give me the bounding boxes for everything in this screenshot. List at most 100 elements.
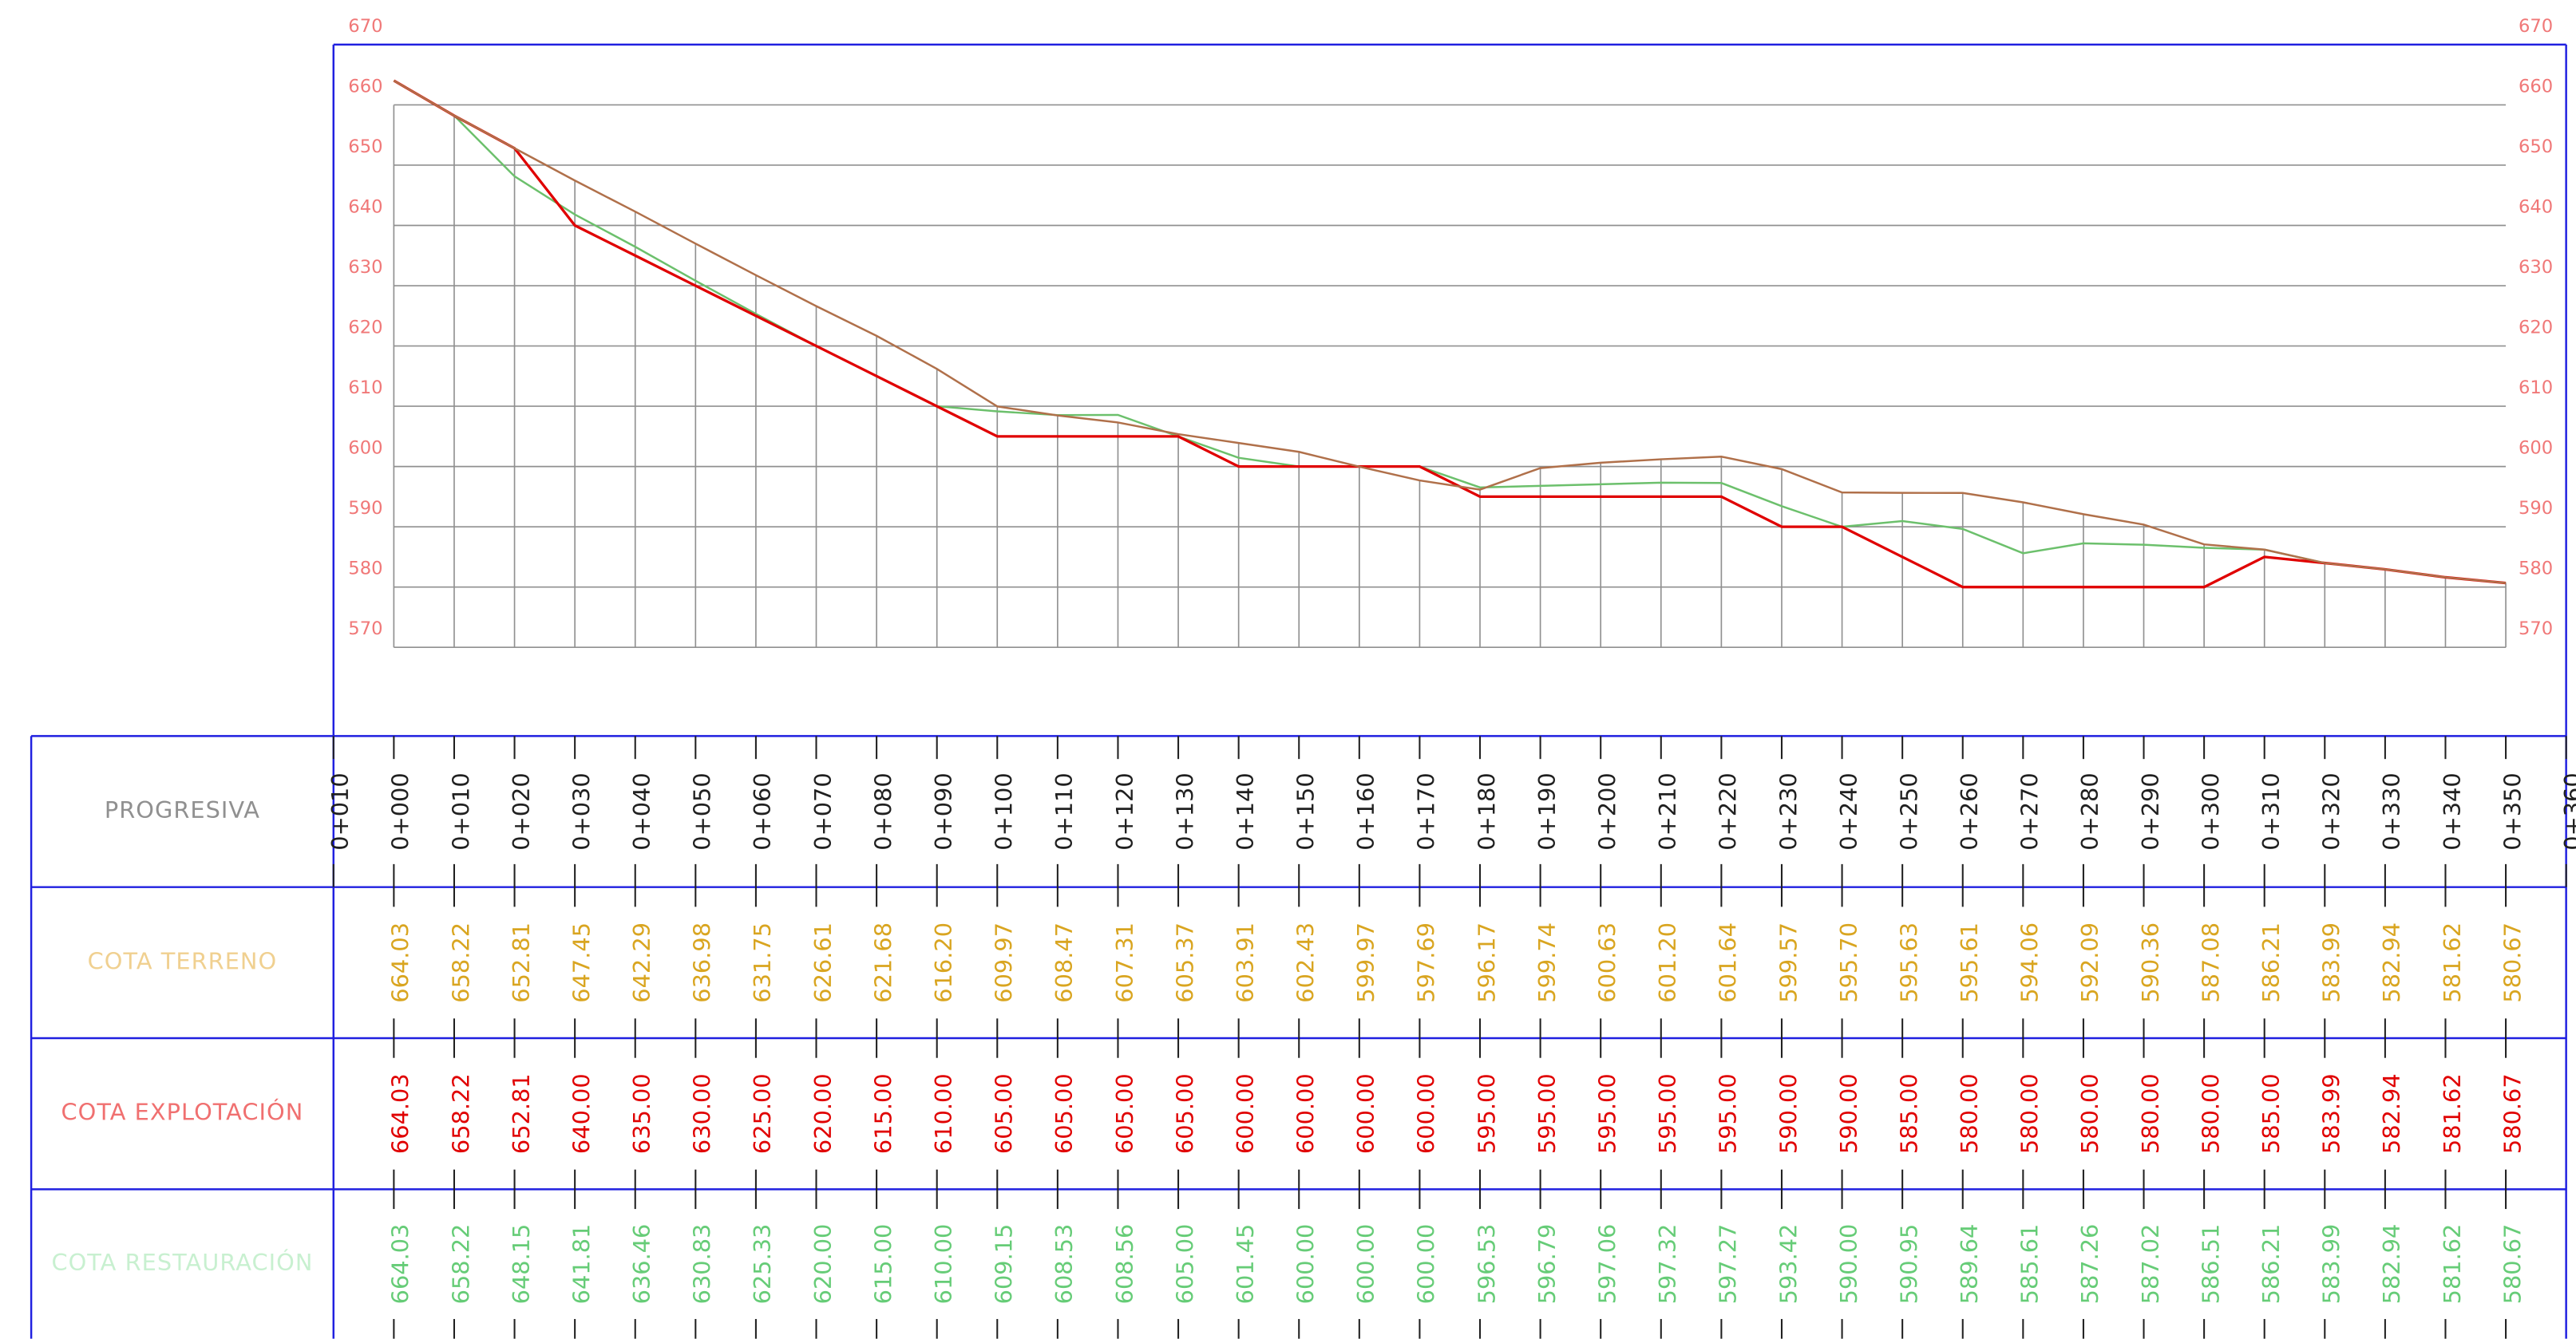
value-label: 608.53: [1051, 1224, 1078, 1305]
value-label: 605.37: [1171, 922, 1198, 1003]
value-label: 581.62: [2439, 1073, 2466, 1154]
y-tick-label: 660: [2519, 76, 2553, 97]
x-tick-label: 0+080: [869, 772, 896, 850]
value-label: 582.94: [2378, 922, 2405, 1003]
value-label: 630.00: [689, 1073, 716, 1154]
value-label: 605.00: [1051, 1073, 1078, 1154]
value-label: 585.61: [2016, 1224, 2044, 1305]
value-label: 587.08: [2197, 922, 2224, 1003]
y-tick-label: 610: [2519, 377, 2553, 398]
value-label: 590.36: [2137, 922, 2164, 1003]
x-tick-label: 0+190: [1533, 772, 1561, 850]
value-label: 658.22: [447, 1073, 474, 1154]
x-tick-label: 0+350: [2499, 772, 2526, 850]
value-label: 594.06: [2016, 922, 2044, 1003]
x-tick-label: 0+120: [1111, 772, 1138, 850]
row-label: COTA RESTAURACIÓN: [51, 1249, 313, 1276]
row-label: PROGRESIVA: [105, 796, 260, 824]
value-label: 610.00: [930, 1073, 957, 1154]
x-tick-label: 0+050: [689, 772, 716, 850]
value-label: 586.21: [2257, 922, 2285, 1003]
value-label: 596.53: [1473, 1224, 1500, 1305]
row-label: COTA EXPLOTACIÓN: [61, 1099, 304, 1126]
value-label: 625.00: [749, 1073, 776, 1154]
value-label: 615.00: [869, 1073, 896, 1154]
x-tick-label: 0+030: [568, 772, 595, 850]
y-tick-label: 670: [2519, 16, 2553, 37]
value-label: 580.00: [2197, 1073, 2224, 1154]
value-label: 635.00: [628, 1073, 655, 1154]
value-label: 616.20: [930, 922, 957, 1003]
value-label: 597.32: [1654, 1224, 1681, 1305]
value-label: 585.00: [2257, 1073, 2285, 1154]
value-label: 595.00: [1715, 1073, 1742, 1154]
x-tick-label: 0+170: [1413, 772, 1440, 850]
value-label: 580.00: [2016, 1073, 2044, 1154]
value-label: 587.26: [2076, 1224, 2103, 1305]
x-tick-label: 0+260: [1956, 772, 1983, 850]
value-label: 608.47: [1051, 922, 1078, 1003]
x-tick-label: 0+010: [447, 772, 474, 850]
x-tick-label: 0+180: [1473, 772, 1500, 850]
x-tick-label: 0+340: [2439, 772, 2466, 850]
value-label: 625.33: [749, 1224, 776, 1305]
value-label: 590.00: [1835, 1224, 1862, 1305]
value-label: 652.81: [508, 1073, 535, 1154]
y-tick-label: 630: [2519, 257, 2553, 278]
value-label: 599.97: [1352, 922, 1379, 1003]
y-tick-label: 600: [2519, 437, 2553, 458]
value-label: 596.79: [1533, 1224, 1561, 1305]
value-label: 600.00: [1292, 1224, 1320, 1305]
value-label: 595.63: [1895, 922, 1922, 1003]
value-label: 609.15: [991, 1224, 1018, 1305]
value-label: 605.00: [991, 1073, 1018, 1154]
value-label: 600.00: [1232, 1073, 1259, 1154]
value-label: 582.94: [2378, 1224, 2405, 1305]
profile-line: [393, 79, 2507, 584]
x-tick-label: 0+090: [930, 772, 957, 850]
value-label: 586.51: [2197, 1224, 2224, 1305]
value-label: 585.00: [1895, 1073, 1922, 1154]
value-label: 664.03: [387, 922, 414, 1003]
value-label: 602.43: [1292, 922, 1320, 1003]
y-tick-label: 580: [348, 559, 382, 579]
value-label: 620.00: [809, 1073, 837, 1154]
y-tick-label: 570: [2519, 618, 2553, 639]
x-tick-label: 0+070: [809, 772, 837, 850]
y-tick-label: 620: [348, 317, 382, 338]
value-label: 580.00: [2137, 1073, 2164, 1154]
value-label: 590.95: [1895, 1224, 1922, 1305]
x-tick-label: 0+270: [2016, 772, 2044, 850]
value-label: 595.61: [1956, 922, 1983, 1003]
y-tick-label: 590: [2519, 498, 2553, 519]
value-label: 581.62: [2439, 922, 2466, 1003]
value-label: 605.00: [1171, 1073, 1198, 1154]
x-tick-label: 0+020: [508, 772, 535, 850]
value-label: 610.00: [930, 1224, 957, 1305]
value-label: 599.74: [1533, 922, 1561, 1003]
y-tick-label: 620: [2519, 317, 2553, 338]
value-label: 641.81: [568, 1224, 595, 1305]
value-label: 607.31: [1111, 922, 1138, 1003]
value-label: 600.00: [1413, 1073, 1440, 1154]
value-label: 581.62: [2439, 1224, 2466, 1305]
x-tick-label: 0+320: [2318, 772, 2345, 850]
value-label: 583.99: [2318, 1073, 2345, 1154]
x-tick-label: 0+220: [1715, 772, 1742, 850]
value-label: 587.02: [2137, 1224, 2164, 1305]
x-tick-label: 0+240: [1835, 772, 1862, 850]
y-tick-label: 650: [2519, 136, 2553, 157]
y-tick-label: 640: [2519, 196, 2553, 217]
value-label: 609.97: [991, 922, 1018, 1003]
y-tick-label: 580: [2519, 559, 2553, 579]
y-tick-label: 610: [348, 377, 382, 398]
value-label: 600.00: [1352, 1073, 1379, 1154]
x-tick-label: 0+110: [1051, 772, 1078, 850]
value-label: 626.61: [809, 922, 837, 1003]
value-label: 605.00: [1171, 1224, 1198, 1305]
x-tick-label: 0+200: [1593, 772, 1620, 850]
value-label: 600.00: [1292, 1073, 1320, 1154]
profile-line: [393, 79, 2507, 584]
value-label: 597.27: [1715, 1224, 1742, 1305]
